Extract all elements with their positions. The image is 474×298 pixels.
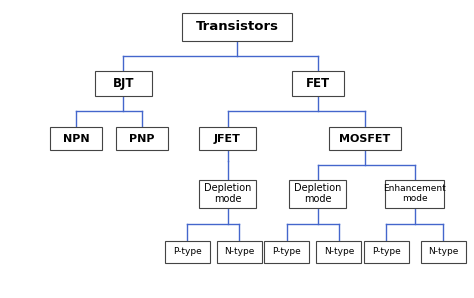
- FancyBboxPatch shape: [116, 127, 168, 150]
- Text: N-type: N-type: [224, 247, 255, 256]
- Text: Transistors: Transistors: [195, 20, 279, 33]
- FancyBboxPatch shape: [199, 127, 256, 150]
- FancyBboxPatch shape: [217, 241, 262, 263]
- FancyBboxPatch shape: [364, 241, 409, 263]
- Text: Depletion
mode: Depletion mode: [204, 183, 251, 204]
- Text: NPN: NPN: [63, 134, 89, 144]
- FancyBboxPatch shape: [421, 241, 465, 263]
- FancyBboxPatch shape: [182, 13, 292, 41]
- FancyBboxPatch shape: [385, 179, 444, 208]
- FancyBboxPatch shape: [199, 179, 256, 208]
- FancyBboxPatch shape: [289, 179, 346, 208]
- Text: FET: FET: [306, 77, 329, 90]
- Text: JFET: JFET: [214, 134, 241, 144]
- FancyBboxPatch shape: [292, 71, 344, 96]
- FancyBboxPatch shape: [95, 71, 152, 96]
- FancyBboxPatch shape: [316, 241, 361, 263]
- Text: MOSFET: MOSFET: [339, 134, 391, 144]
- Text: BJT: BJT: [112, 77, 134, 90]
- Text: Enhancement
mode: Enhancement mode: [383, 184, 446, 204]
- Text: P-type: P-type: [173, 247, 201, 256]
- FancyBboxPatch shape: [50, 127, 102, 150]
- Text: P-type: P-type: [372, 247, 401, 256]
- Text: Depletion
mode: Depletion mode: [294, 183, 341, 204]
- Text: N-type: N-type: [428, 247, 458, 256]
- Text: PNP: PNP: [129, 134, 155, 144]
- Text: N-type: N-type: [324, 247, 354, 256]
- FancyBboxPatch shape: [165, 241, 210, 263]
- Text: P-type: P-type: [273, 247, 301, 256]
- FancyBboxPatch shape: [264, 241, 309, 263]
- FancyBboxPatch shape: [329, 127, 401, 150]
